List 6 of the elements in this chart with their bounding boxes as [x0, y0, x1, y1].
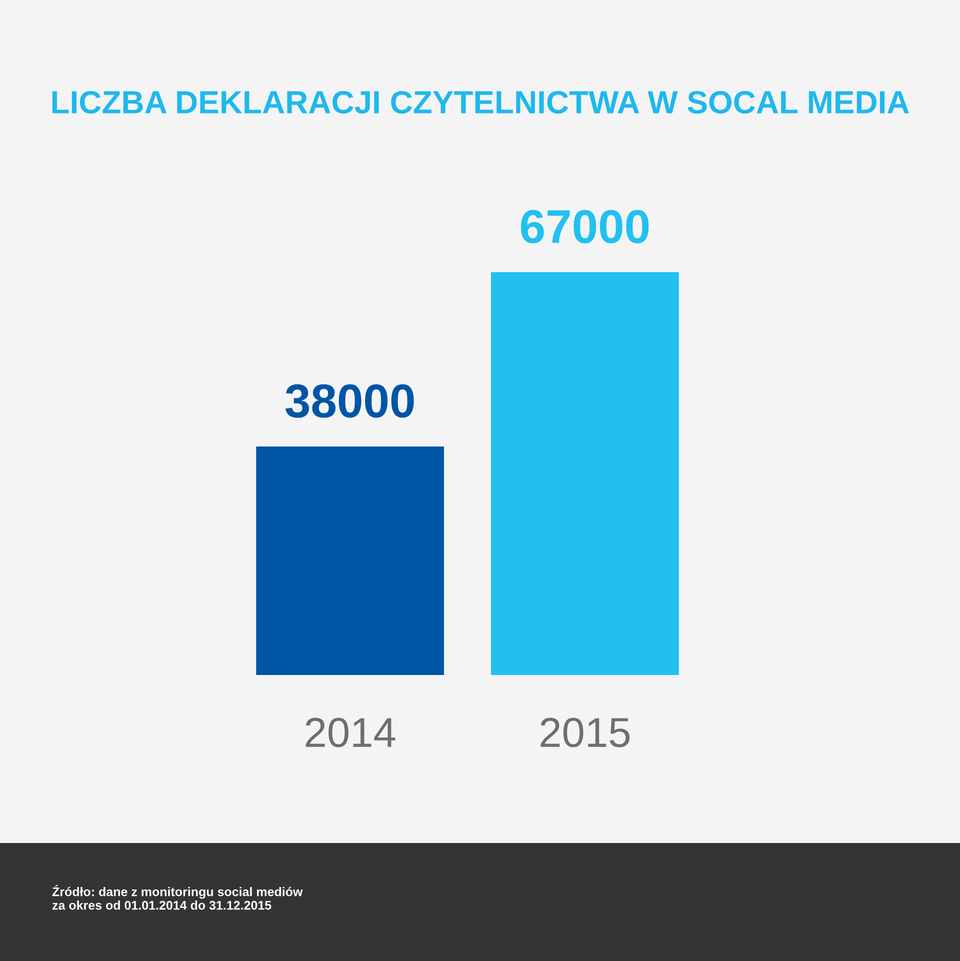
text: Źródło: dane z monitoringu social mediów za okres od 01.01.2014 do 31.12.2015	[52, 885, 303, 910]
data-label: 38000	[286, 384, 414, 418]
x-tick-label: 2015	[540, 718, 630, 748]
x-tick-label: 2014	[306, 718, 396, 748]
data-label: 67000	[521, 210, 649, 244]
chart-title: LICZBA DEKLARACJI CZYTELNICTWA W SOCAL MEDIA	[52, 90, 909, 114]
